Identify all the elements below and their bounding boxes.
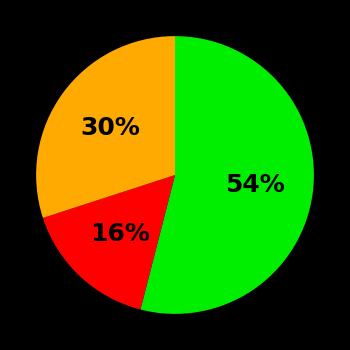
- Text: 30%: 30%: [80, 116, 140, 140]
- Wedge shape: [43, 175, 175, 309]
- Text: 54%: 54%: [225, 173, 285, 197]
- Wedge shape: [140, 36, 314, 314]
- Wedge shape: [36, 36, 175, 218]
- Text: 16%: 16%: [90, 222, 150, 246]
